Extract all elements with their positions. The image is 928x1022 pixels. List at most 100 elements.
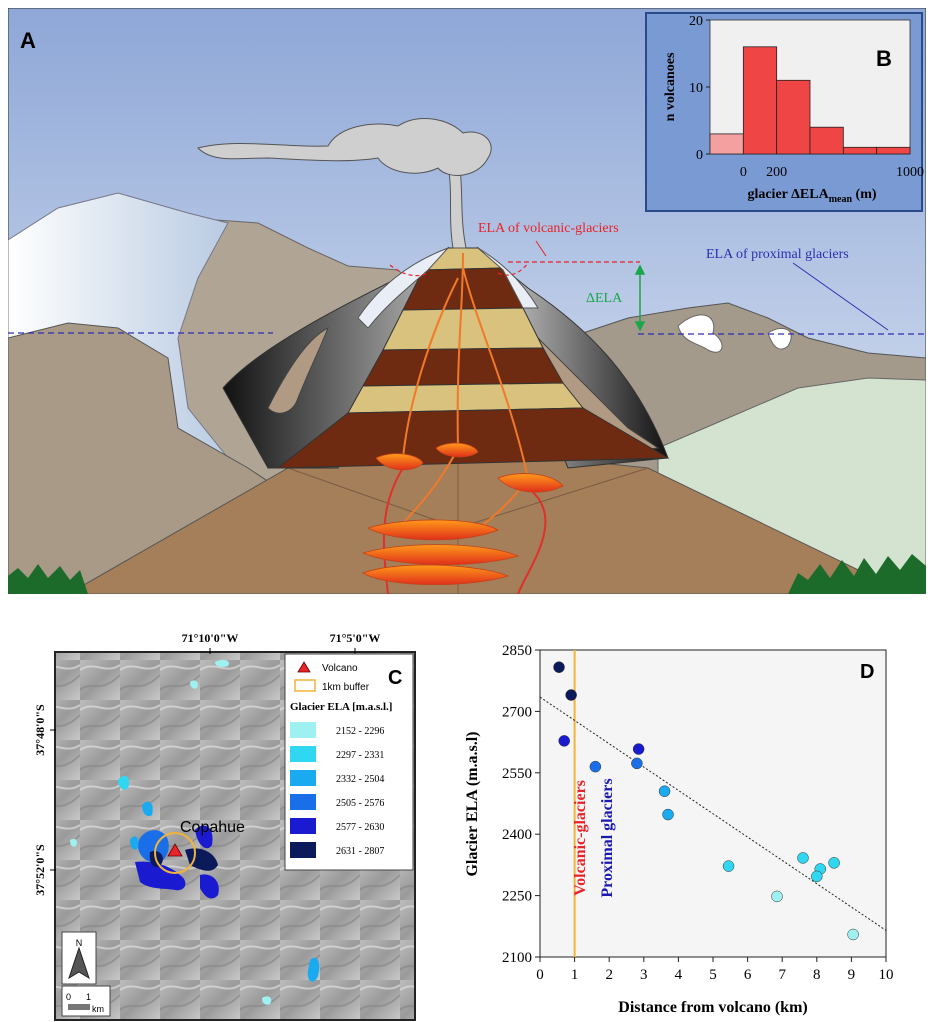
legend-range: 2297 - 2331 xyxy=(336,750,384,761)
legend-swatch xyxy=(290,818,316,834)
histogram-xtick: 0 xyxy=(740,165,747,180)
scatter-point xyxy=(658,785,671,797)
summit-glacier-right xyxy=(477,247,539,309)
panel-b-label: B xyxy=(876,46,892,71)
scatter-point xyxy=(847,928,859,941)
north-label: N xyxy=(76,938,83,948)
legend-range: 2577 - 2630 xyxy=(336,822,384,833)
scatter-xtick: 1 xyxy=(571,967,579,983)
panel-c-label: C xyxy=(388,667,402,689)
delta-ela-arrow xyxy=(634,264,646,332)
legend-swatch xyxy=(290,842,316,858)
histogram-xtick: 1000 xyxy=(896,165,924,180)
ela-proximal-label: ELA of proximal glaciers xyxy=(706,247,849,262)
panel-d-ylabel: Glacier ELA (m.a.s.l) xyxy=(464,731,481,876)
histogram-bar xyxy=(842,146,878,155)
delta-ela-label: ΔELA xyxy=(586,291,623,306)
histogram-ytick: 0 xyxy=(696,148,703,163)
map-legend: Volcano 1km buffer Glacier ELA [m.a.s.l.… xyxy=(284,653,414,871)
scatter-xtick: 4 xyxy=(675,967,683,983)
lon-label-1: 71°10'0"W xyxy=(182,631,239,645)
legend-swatch xyxy=(290,794,316,810)
proximal-glaciers-label: Proximal glaciers xyxy=(599,778,616,897)
scatter-ytick: 2550 xyxy=(502,766,532,782)
place-copahue: Copahue xyxy=(180,819,245,836)
histogram-ytick: 20 xyxy=(689,14,703,29)
legend-range: 2152 - 2296 xyxy=(336,726,384,737)
svg-text:1: 1 xyxy=(86,992,91,1002)
volcanic-ela-arc-left xyxy=(389,264,429,277)
histogram-bar xyxy=(776,79,811,155)
scatter-ytick: 2400 xyxy=(502,827,532,843)
legend-swatch xyxy=(290,770,316,786)
panel-a-label: A xyxy=(20,28,36,53)
scatter-xtick: 8 xyxy=(813,967,821,983)
histogram-bar xyxy=(809,126,844,155)
scatter-point xyxy=(631,757,643,770)
scatter-point xyxy=(632,743,645,755)
scatter-xtick: 9 xyxy=(848,967,856,983)
volcanic-ela-arc-right xyxy=(497,262,529,276)
legend-volcano: Volcano xyxy=(322,663,358,674)
scatter-xtick: 5 xyxy=(709,967,717,983)
panel-b-ylabel: n volcanoes xyxy=(663,52,678,121)
ela-volcanic-label: ELA of volcanic-glaciers xyxy=(478,221,619,236)
eruption-plume xyxy=(197,118,492,249)
legend-title: Glacier ELA [m.a.s.l.] xyxy=(290,701,392,713)
histogram-bar xyxy=(709,133,744,155)
forest-right xyxy=(788,554,926,594)
scatter-xtick: 10 xyxy=(879,967,894,983)
legend-swatch xyxy=(290,746,316,762)
scatter-ytick: 2850 xyxy=(502,643,532,659)
scatter-xtick: 2 xyxy=(605,967,613,983)
scatter-ytick: 2250 xyxy=(502,889,532,905)
forest-left xyxy=(8,564,88,594)
volcano-marker xyxy=(167,843,183,857)
scatter-point xyxy=(722,860,735,872)
scatter-point xyxy=(797,852,809,864)
magma-chambers xyxy=(361,442,564,586)
panel-d-xlabel: Distance from volcano (km) xyxy=(618,999,807,1016)
histogram-ytick: 10 xyxy=(689,81,703,96)
scatter-point xyxy=(589,760,602,773)
histogram-bar xyxy=(742,46,778,155)
histogram-xtick: 200 xyxy=(766,165,787,180)
scatter-xtick: 3 xyxy=(640,967,648,983)
svg-text:km: km xyxy=(92,1004,104,1014)
lat-label-2: 37°52'0"S xyxy=(33,844,47,896)
buffer-circle xyxy=(154,832,196,874)
left-lava-flow xyxy=(267,326,329,414)
lat-label-1: 37°48'0"S xyxy=(33,704,47,756)
scale-bar: 0 1 km xyxy=(61,985,111,1017)
scatter-xtick: 7 xyxy=(778,967,786,983)
scatter-xtick: 6 xyxy=(744,967,752,983)
panel-d-scatter: 0 1 2 3 4 5 6 7 8 9 10 2100 2250 2400 2550 2700 2850 D G… xyxy=(464,643,894,1016)
trendline xyxy=(539,696,887,931)
histogram-bar xyxy=(876,146,911,155)
legend-range: 2631 - 2807 xyxy=(336,846,384,857)
scatter-xtick: 0 xyxy=(536,967,544,983)
north-arrow: N xyxy=(61,931,97,985)
legend-range: 2505 - 2576 xyxy=(336,798,384,809)
scatter-point xyxy=(565,689,577,701)
summit-glacier-left xyxy=(357,247,449,329)
panel-b-xlabel: glacier ΔELAmean (m) xyxy=(747,187,876,205)
legend-buffer: 1km buffer xyxy=(322,682,370,693)
legend-swatch xyxy=(290,722,316,738)
scatter-point xyxy=(771,890,783,903)
svg-text:0: 0 xyxy=(66,992,71,1002)
scatter-point xyxy=(811,870,823,883)
scatter-point xyxy=(558,735,570,747)
legend-range: 2332 - 2504 xyxy=(336,774,384,785)
panel-a-volcano-diagram: A ELA of volcanic-glaciers ELA of proxim… xyxy=(8,8,926,594)
panel-d-label: D xyxy=(860,661,874,683)
lon-label-2: 71°5'0"W xyxy=(330,631,381,645)
scatter-point xyxy=(553,661,565,673)
scatter-ytick: 2700 xyxy=(502,704,532,720)
volcanic-glaciers-label: Volcanic-glaciers xyxy=(572,780,589,896)
scatter-point xyxy=(828,857,840,869)
magma-system xyxy=(382,252,547,594)
scatter-point xyxy=(662,808,674,821)
scatter-ytick: 2100 xyxy=(502,950,532,966)
